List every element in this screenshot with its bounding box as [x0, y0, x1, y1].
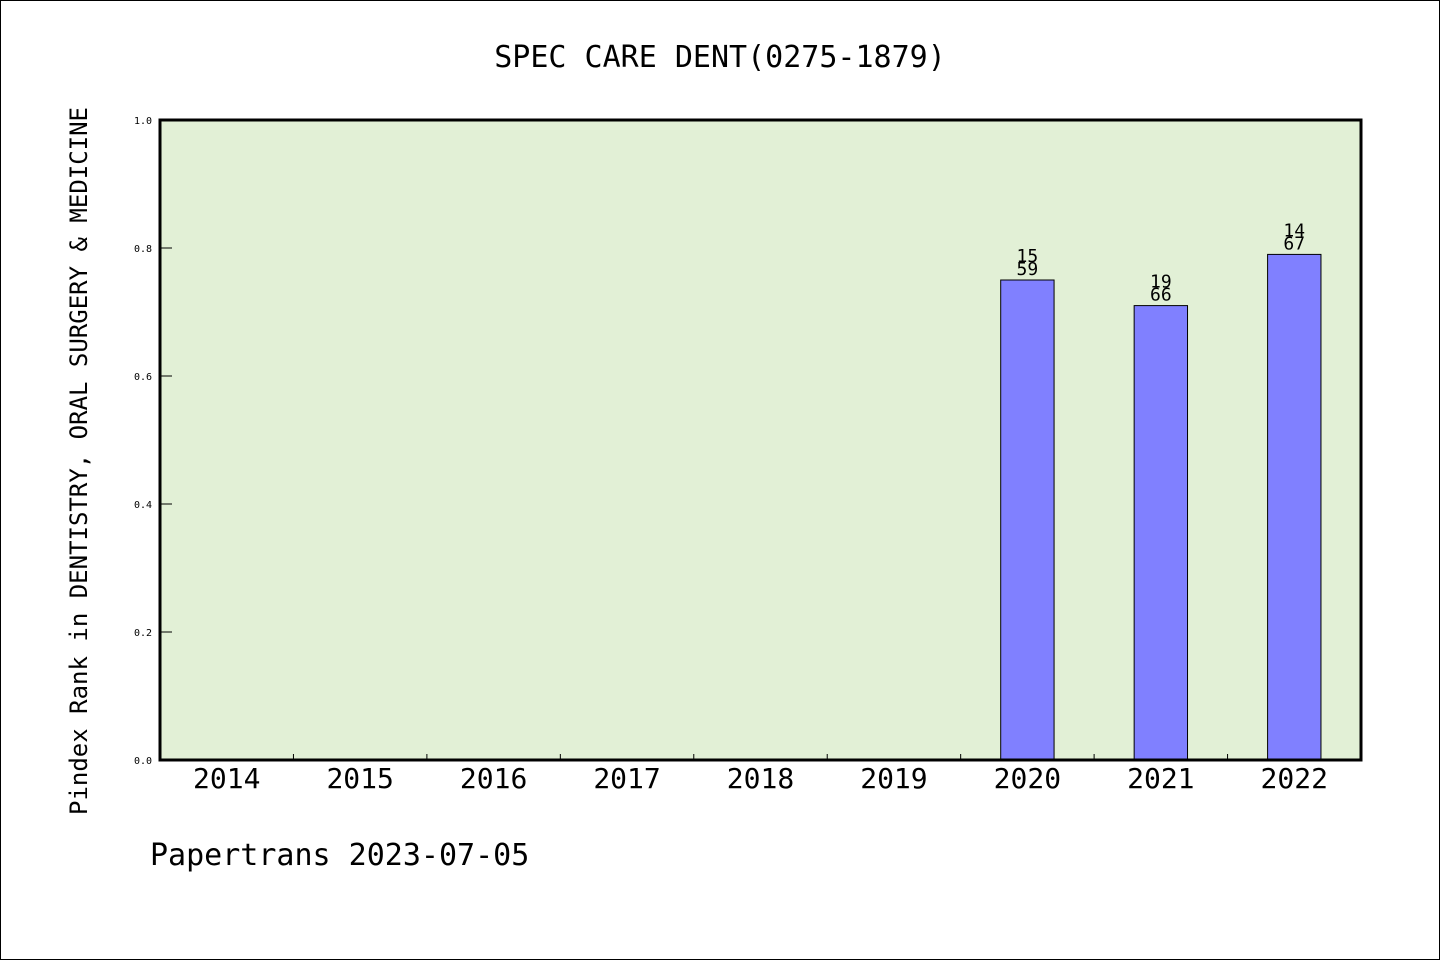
- plot-border: [158, 118, 1363, 762]
- bar-label-bottom-2020: 59: [1017, 259, 1039, 280]
- bar-label-top-2022: 14: [1283, 220, 1305, 241]
- y-tick-label-0.8: 0.8: [134, 244, 152, 255]
- bars-group: [1000, 253, 1322, 761]
- x-tick-label-2019: 2019: [860, 762, 927, 795]
- bar-label-bottom-2021: 66: [1150, 285, 1172, 306]
- bar-2020: [1000, 279, 1055, 761]
- x-tick-label-2014: 2014: [193, 762, 260, 795]
- x-tick-label-2017: 2017: [593, 762, 660, 795]
- x-tick-label-2018: 2018: [727, 762, 794, 795]
- y-tick-label-0.4: 0.4: [134, 500, 152, 511]
- y-axis-label: Pindex Rank in DENTISTRY, ORAL SURGERY &…: [65, 107, 93, 815]
- bar-label-bottom-2022: 67: [1283, 233, 1305, 254]
- bar-label-top-2021: 19: [1150, 272, 1172, 293]
- y-tick-label-0.2: 0.2: [134, 628, 152, 639]
- x-tick-label-2022: 2022: [1261, 762, 1328, 795]
- y-tick-label-1.0: 1.0: [134, 116, 152, 127]
- bar-2021: [1133, 305, 1189, 761]
- footer-source-date: Papertrans 2023-07-05: [150, 838, 529, 873]
- bar-label-top-2020: 15: [1017, 246, 1039, 267]
- y-tick-label-0.0: 0.0: [134, 756, 152, 767]
- x-tick-label-2021: 2021: [1127, 762, 1194, 795]
- x-axis-ticks: 2014 2015 2016 2017 2018 2019 2020 2021 2022: [193, 754, 1328, 795]
- y-tick-label-0.6: 0.6: [134, 372, 152, 383]
- x-tick-label-2016: 2016: [460, 762, 527, 795]
- chart-title: SPEC CARE DENT(0275-1879): [494, 40, 946, 75]
- bar-2022: [1267, 253, 1322, 761]
- x-tick-label-2020: 2020: [994, 762, 1061, 795]
- x-tick-label-2015: 2015: [326, 762, 393, 795]
